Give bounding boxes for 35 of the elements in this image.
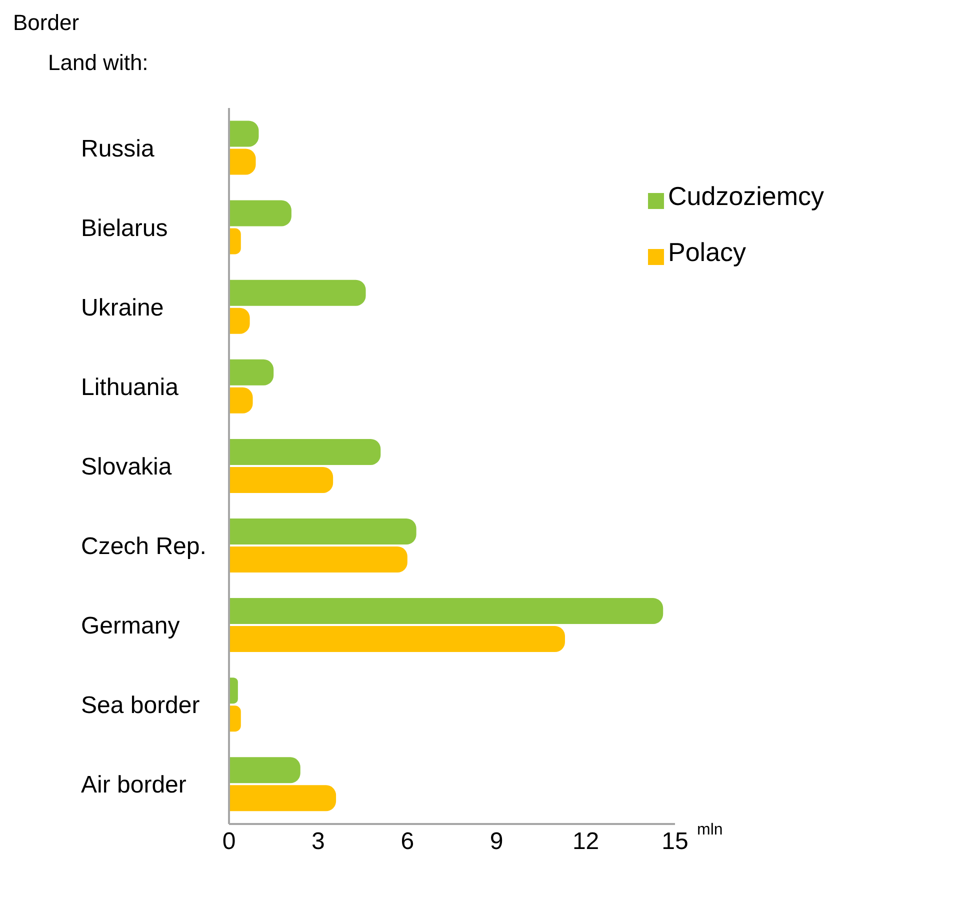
y-tick-label: Lithuania — [81, 374, 180, 401]
bar — [229, 148, 256, 175]
y-tick-label: Ukraine — [81, 294, 164, 322]
y-tick-label: Russia — [81, 135, 156, 162]
y-tick-label: Bielarus — [81, 214, 168, 242]
bar — [229, 706, 241, 732]
bar — [229, 359, 274, 386]
bar — [229, 280, 366, 306]
bar — [229, 546, 408, 573]
legend-label: Polacy — [668, 237, 746, 267]
text: Border — [13, 10, 80, 36]
bar — [229, 466, 334, 493]
y-tick-label: Germany — [81, 612, 180, 640]
bar — [229, 626, 565, 652]
bar — [229, 228, 241, 254]
y-tick-label: Air border — [81, 772, 186, 799]
x-tick-label: 12 — [572, 828, 600, 856]
legend-label: Cudzoziemcy — [668, 181, 824, 211]
y-tick-label: Slovakia — [81, 454, 172, 481]
bar — [229, 120, 259, 147]
bar — [229, 200, 292, 226]
x-tick-label: 9 — [490, 828, 504, 856]
bar — [229, 518, 416, 545]
bar — [229, 757, 300, 784]
bar — [229, 438, 381, 465]
y-tick-label: Sea border — [81, 692, 200, 720]
x-tick-label: 3 — [312, 828, 325, 856]
x-tick-label: 0 — [222, 828, 236, 856]
bar — [229, 598, 664, 624]
x-tick-label: 15 — [662, 828, 688, 856]
chart-subtitle: Land with: — [48, 50, 148, 76]
y-tick-label: Czech Rep. — [81, 533, 206, 560]
x-axis-title: mln — [697, 822, 723, 839]
x-tick-label: 6 — [400, 828, 414, 856]
bar — [229, 785, 336, 812]
